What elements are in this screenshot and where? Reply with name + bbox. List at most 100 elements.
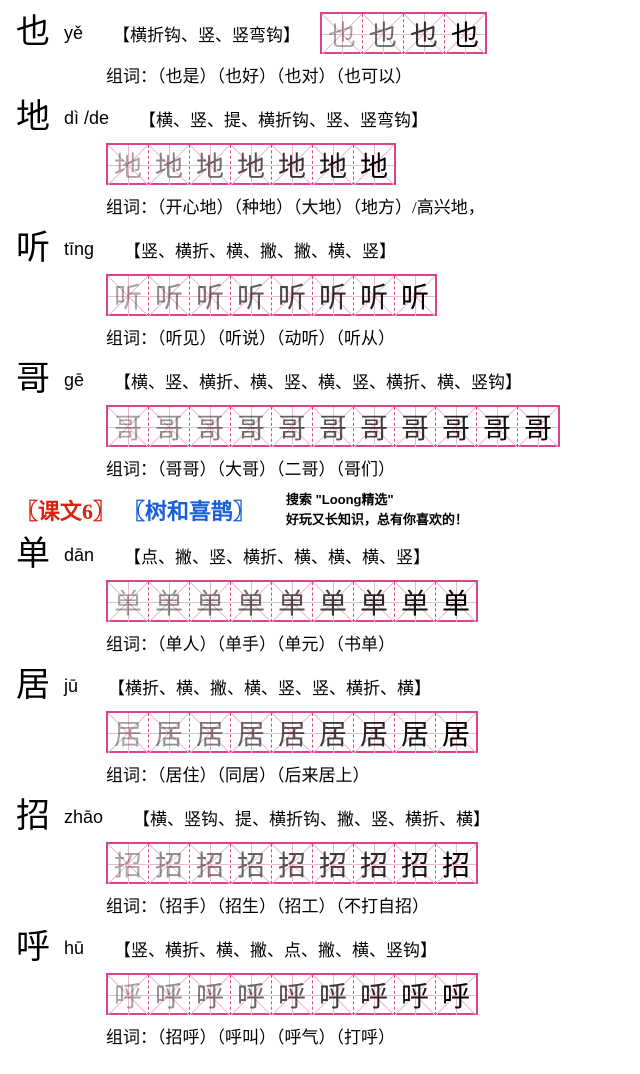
stroke-cell: 呼	[231, 975, 272, 1015]
watermark-text: 搜索 "Loong精选"好玩又长知识，总有你喜欢的！	[286, 490, 468, 529]
stroke-cell: 单	[272, 582, 313, 622]
stroke-cell: 居	[436, 713, 476, 753]
stroke-order-grid: 听听听听听听听听	[106, 274, 437, 316]
word-examples: 组词：（哥哥）（大哥）（二哥）（哥们）	[106, 455, 624, 480]
stroke-cell: 地	[108, 145, 149, 185]
stroke-cell: 居	[108, 713, 149, 753]
stroke-cell: 哥	[436, 407, 477, 447]
entry-header: 听 tīng 【竖、横折、横、撇、撇、横、竖】	[16, 232, 624, 266]
stroke-cell: 听	[190, 276, 231, 316]
stroke-order-grid: 呼呼呼呼呼呼呼呼呼	[106, 973, 478, 1015]
stroke-cell: 哥	[231, 407, 272, 447]
stroke-cell: 招	[354, 844, 395, 884]
lesson-title: 〖树和喜鹊〗	[123, 494, 255, 526]
stroke-cell: 呼	[436, 975, 476, 1015]
stroke-names: 【点、撇、竖、横折、横、横、横、竖】	[124, 543, 430, 568]
stroke-cell: 地	[313, 145, 354, 185]
stroke-cell: 听	[272, 276, 313, 316]
hanzi-char: 地	[16, 101, 50, 135]
stroke-cell: 居	[272, 713, 313, 753]
stroke-cell: 呼	[149, 975, 190, 1015]
stroke-cell: 居	[313, 713, 354, 753]
stroke-names: 【横折、横、撇、横、竖、竖、横折、横】	[108, 674, 431, 699]
pinyin-label: jū	[64, 676, 78, 697]
stroke-cell: 地	[272, 145, 313, 185]
word-examples: 组词：（招呼）（呼叫）（呼气）（打呼）	[106, 1023, 624, 1048]
pinyin-label: tīng	[64, 239, 94, 260]
stroke-order-grid: 地地地地地地地	[106, 143, 396, 185]
stroke-cell: 哥	[518, 407, 558, 447]
stroke-names: 【竖、横折、横、撇、撇、横、竖】	[124, 237, 396, 262]
pinyin-label: dì /de	[64, 108, 109, 129]
word-examples: 组词：（招手）（招生）（招工）（不打自招）	[106, 892, 624, 917]
stroke-order-grid: 也也也也	[320, 12, 487, 54]
pinyin-label: gē	[64, 370, 84, 391]
stroke-cell: 招	[231, 844, 272, 884]
stroke-cell: 居	[149, 713, 190, 753]
stroke-cell: 呼	[395, 975, 436, 1015]
stroke-cell: 单	[436, 582, 476, 622]
stroke-cell: 招	[436, 844, 476, 884]
stroke-cell: 单	[354, 582, 395, 622]
stroke-cell: 地	[190, 145, 231, 185]
stroke-cell: 呼	[108, 975, 149, 1015]
lesson-section-header: 〖课文6〗〖树和喜鹊〗搜索 "Loong精选"好玩又长知识，总有你喜欢的！	[16, 494, 624, 526]
stroke-cell: 也	[363, 14, 404, 54]
char-entry: 哥 gē 【横、竖、横折、横、竖、横、竖、横折、横、竖钩】哥哥哥哥哥哥哥哥哥哥哥组词…	[16, 363, 624, 480]
char-entry: 呼 hū 【竖、横折、横、撇、点、撇、横、竖钩】呼呼呼呼呼呼呼呼呼组词：（招呼）（呼…	[16, 931, 624, 1048]
entry-header: 居 jū 【横折、横、撇、横、竖、竖、横折、横】	[16, 669, 624, 703]
entry-header: 哥 gē 【横、竖、横折、横、竖、横、竖、横折、横、竖钩】	[16, 363, 624, 397]
stroke-cell: 也	[445, 14, 485, 54]
stroke-cell: 单	[231, 582, 272, 622]
lesson-number: 〖课文6〗	[16, 494, 115, 526]
stroke-names: 【横、竖钩、提、横折钩、撇、竖、横折、横】	[133, 805, 490, 830]
char-entry: 听 tīng 【竖、横折、横、撇、撇、横、竖】听听听听听听听听组词：（听见）（听说）…	[16, 232, 624, 349]
stroke-names: 【横、竖、提、横折钩、竖、竖弯钩】	[139, 106, 428, 131]
word-examples: 组词：（听见）（听说）（动听）（听从）	[106, 324, 624, 349]
char-entry: 居jū【横折、横、撇、横、竖、竖、横折、横】居居居居居居居居居组词：（居住）（同…	[16, 669, 624, 786]
stroke-names: 【横、竖、横折、横、竖、横、竖、横折、横、竖钩】	[114, 368, 522, 393]
stroke-cell: 听	[149, 276, 190, 316]
stroke-cell: 听	[354, 276, 395, 316]
stroke-cell: 听	[395, 276, 435, 316]
stroke-cell: 哥	[354, 407, 395, 447]
stroke-cell: 单	[395, 582, 436, 622]
stroke-cell: 招	[313, 844, 354, 884]
word-examples: 组词：（开心地）（种地）（大地）（地方）/高兴地，	[106, 193, 624, 218]
stroke-cell: 哥	[190, 407, 231, 447]
stroke-names: 【竖、横折、横、撇、点、撇、横、竖钩】	[114, 936, 437, 961]
stroke-order-grid: 哥哥哥哥哥哥哥哥哥哥哥	[106, 405, 560, 447]
stroke-names: 【横折钩、竖、竖弯钩】	[113, 21, 300, 46]
hanzi-char: 单	[16, 538, 50, 572]
entry-header: 地 dì /de 【横、竖、提、横折钩、竖、竖弯钩】	[16, 101, 624, 135]
entry-header: 也yě【横折钩、竖、竖弯钩】也也也也	[16, 12, 624, 54]
stroke-cell: 哥	[313, 407, 354, 447]
stroke-cell: 地	[354, 145, 394, 185]
stroke-cell: 呼	[190, 975, 231, 1015]
stroke-cell: 呼	[354, 975, 395, 1015]
char-entry: 单dān【点、撇、竖、横折、横、横、横、竖】单单单单单单单单单组词：（单人）（单…	[16, 538, 624, 655]
char-entry: 也yě【横折钩、竖、竖弯钩】也也也也组词：（也是）（也好）（也对）（也可以）	[16, 12, 624, 87]
stroke-cell: 招	[108, 844, 149, 884]
word-examples: 组词：（居住）（同居）（后来居上）	[106, 761, 624, 786]
stroke-cell: 哥	[108, 407, 149, 447]
stroke-cell: 听	[231, 276, 272, 316]
pinyin-label: yě	[64, 23, 83, 44]
stroke-cell: 哥	[149, 407, 190, 447]
hanzi-char: 居	[16, 669, 50, 703]
stroke-cell: 哥	[395, 407, 436, 447]
stroke-cell: 居	[395, 713, 436, 753]
hanzi-char: 哥	[16, 363, 50, 397]
char-entry: 招zhāo【横、竖钩、提、横折钩、撇、竖、横折、横】招招招招招招招招招组词：（招…	[16, 800, 624, 917]
hanzi-char: 听	[16, 232, 50, 266]
pinyin-label: hū	[64, 938, 84, 959]
stroke-cell: 呼	[313, 975, 354, 1015]
hanzi-char: 呼	[16, 931, 50, 965]
stroke-cell: 单	[149, 582, 190, 622]
stroke-cell: 居	[231, 713, 272, 753]
stroke-cell: 地	[231, 145, 272, 185]
stroke-cell: 单	[108, 582, 149, 622]
stroke-order-grid: 招招招招招招招招招	[106, 842, 478, 884]
stroke-cell: 听	[313, 276, 354, 316]
char-entry: 地 dì /de 【横、竖、提、横折钩、竖、竖弯钩】地地地地地地地组词：（开心地）（…	[16, 101, 624, 218]
